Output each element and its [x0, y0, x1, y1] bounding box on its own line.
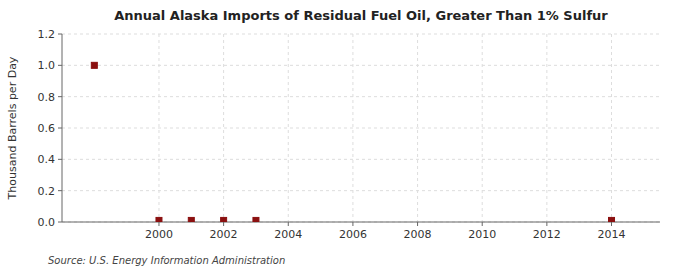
grid-line — [417, 34, 418, 222]
x-tick — [158, 222, 159, 226]
source-note: Source: U.S. Energy Information Administ… — [48, 255, 285, 266]
grid-line — [62, 222, 660, 223]
x-tick — [611, 222, 612, 226]
grid-line — [352, 34, 353, 222]
point — [91, 62, 97, 68]
grid-line — [62, 34, 660, 35]
x-tick-label: 2002 — [210, 228, 238, 241]
grid-line — [288, 34, 289, 222]
x-tick — [288, 222, 289, 226]
point — [221, 217, 227, 222]
y-tick — [58, 222, 62, 223]
grid-line — [611, 34, 612, 222]
point — [253, 217, 259, 222]
grid-line — [62, 128, 660, 129]
grid-line — [62, 159, 660, 160]
x-tick-label: 2014 — [598, 228, 626, 241]
x-tick-label: 2012 — [533, 228, 561, 241]
y-tick-label: 0.0 — [38, 216, 56, 229]
grid — [62, 34, 660, 222]
x-tick-label: 2006 — [339, 228, 367, 241]
x-tick-label: 2010 — [468, 228, 496, 241]
x-tick-label: 2008 — [404, 228, 432, 241]
grid-line — [546, 34, 547, 222]
grid-line — [62, 65, 660, 66]
point — [609, 217, 615, 222]
y-tick — [58, 34, 62, 35]
y-tick — [58, 190, 62, 191]
y-tick — [58, 159, 62, 160]
grid-line — [223, 34, 224, 222]
point — [188, 217, 194, 222]
x-tick — [417, 222, 418, 226]
point — [156, 217, 162, 222]
x-tick — [546, 222, 547, 226]
x-tick-label: 2000 — [145, 228, 173, 241]
y-axis-label: Thousand Barrels per Day — [6, 56, 19, 200]
y-tick-label: 0.6 — [38, 122, 56, 135]
y-tick-label: 0.2 — [38, 185, 56, 198]
points — [91, 62, 614, 222]
plot-area — [62, 34, 660, 222]
y-tick — [58, 128, 62, 129]
x-axis-line — [62, 222, 660, 223]
grid-line — [482, 34, 483, 222]
x-tick-label: 2004 — [274, 228, 302, 241]
y-tick — [58, 96, 62, 97]
x-tick — [482, 222, 483, 226]
y-tick — [58, 65, 62, 66]
x-tick — [223, 222, 224, 226]
y-tick-label: 1.2 — [38, 28, 56, 41]
x-tick — [352, 222, 353, 226]
y-tick-label: 0.4 — [38, 153, 56, 166]
chart: 2000 2002 2004 2006 2008 2010 2012 2014 0.0 0.2 0.… — [0, 0, 675, 275]
grid-line — [62, 190, 660, 191]
y-tick-label: 1.0 — [38, 59, 56, 72]
grid-line — [158, 34, 159, 222]
y-tick-label: 0.8 — [38, 91, 56, 104]
grid-line — [62, 96, 660, 97]
title: Annual Alaska Imports of Residual Fuel O… — [114, 8, 608, 23]
